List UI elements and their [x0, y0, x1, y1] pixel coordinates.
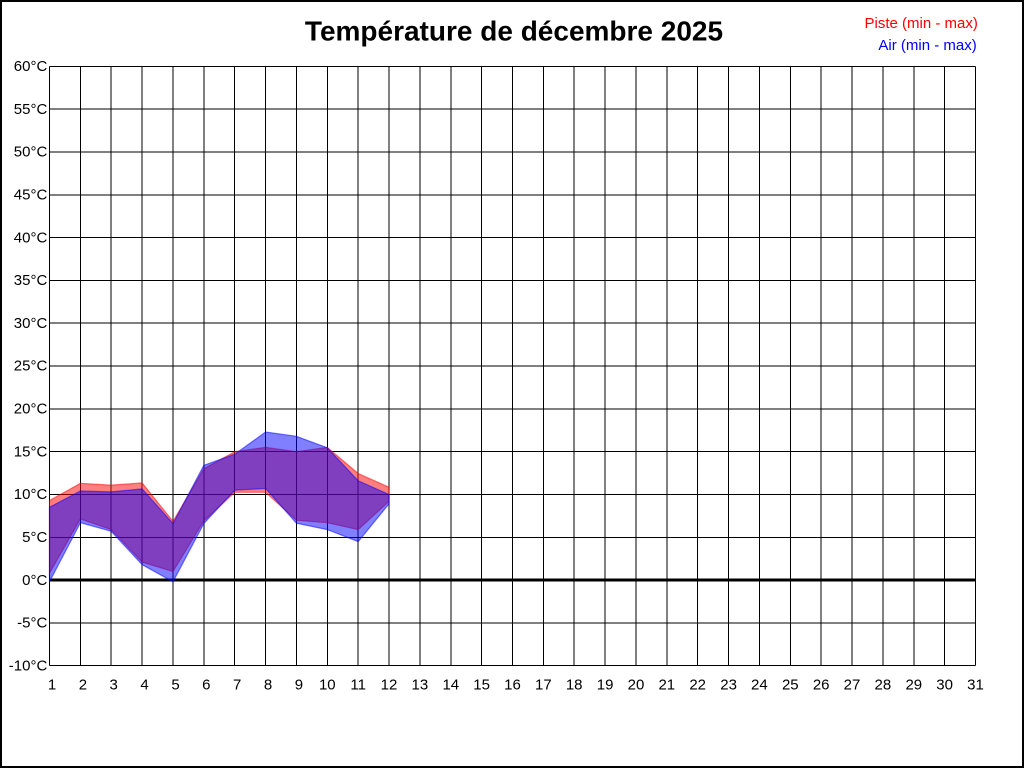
svg-text:31: 31	[967, 676, 984, 693]
svg-text:29: 29	[905, 676, 922, 693]
svg-text:35°C: 35°C	[14, 272, 48, 289]
svg-text:1: 1	[48, 676, 56, 693]
svg-text:28: 28	[875, 676, 892, 693]
svg-text:-10°C: -10°C	[9, 657, 48, 674]
svg-text:23: 23	[720, 676, 737, 693]
svg-text:19: 19	[597, 676, 614, 693]
svg-text:55°C: 55°C	[14, 101, 48, 118]
svg-text:30: 30	[936, 676, 953, 693]
svg-text:16: 16	[504, 676, 521, 693]
svg-text:15: 15	[473, 676, 490, 693]
svg-text:12: 12	[381, 676, 398, 693]
svg-text:25: 25	[782, 676, 799, 693]
svg-text:60°C: 60°C	[14, 58, 48, 75]
svg-text:18: 18	[566, 676, 583, 693]
svg-text:25°C: 25°C	[14, 358, 48, 375]
svg-text:15°C: 15°C	[14, 443, 48, 460]
svg-text:30°C: 30°C	[14, 315, 48, 332]
svg-text:17: 17	[535, 676, 552, 693]
svg-text:5°C: 5°C	[22, 529, 47, 546]
svg-text:6: 6	[202, 676, 210, 693]
svg-text:-5°C: -5°C	[17, 615, 47, 632]
svg-text:24: 24	[751, 676, 768, 693]
svg-text:11: 11	[350, 676, 366, 693]
svg-text:14: 14	[442, 676, 459, 693]
svg-text:Température de décembre 2025: Température de décembre 2025	[305, 15, 723, 46]
svg-text:27: 27	[844, 676, 861, 693]
svg-text:0°C: 0°C	[22, 572, 47, 589]
svg-text:Air (min - max): Air (min - max)	[878, 37, 976, 54]
svg-text:21: 21	[658, 676, 675, 693]
svg-text:20: 20	[628, 676, 645, 693]
svg-text:13: 13	[412, 676, 429, 693]
svg-text:8: 8	[264, 676, 272, 693]
svg-text:7: 7	[233, 676, 241, 693]
svg-text:26: 26	[813, 676, 830, 693]
svg-text:9: 9	[295, 676, 303, 693]
svg-text:4: 4	[140, 676, 148, 693]
svg-text:5: 5	[171, 676, 179, 693]
svg-text:40°C: 40°C	[14, 229, 48, 246]
svg-text:20°C: 20°C	[14, 401, 48, 418]
svg-text:Piste (min - max): Piste (min - max)	[865, 15, 978, 32]
svg-text:22: 22	[689, 676, 706, 693]
svg-text:50°C: 50°C	[14, 144, 48, 161]
svg-text:2: 2	[79, 676, 87, 693]
svg-text:10: 10	[319, 676, 336, 693]
svg-text:10°C: 10°C	[14, 486, 48, 503]
svg-text:3: 3	[110, 676, 118, 693]
svg-text:45°C: 45°C	[14, 187, 48, 204]
